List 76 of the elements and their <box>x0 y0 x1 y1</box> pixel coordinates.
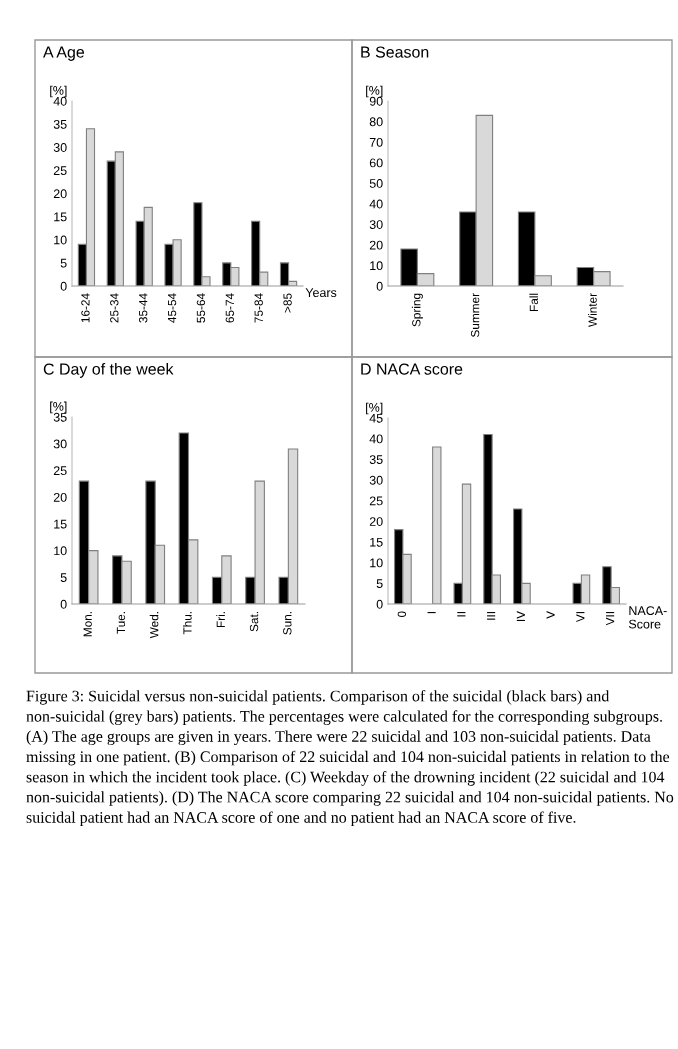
y-tick-label: 10 <box>370 558 383 568</box>
y-tick-label: 90 <box>369 96 383 106</box>
x-tick-label: 55-64 <box>196 293 206 323</box>
y-tick-label: 20 <box>53 189 67 199</box>
y-tick-label: 25 <box>369 496 383 506</box>
x-tick-label: V <box>546 611 555 619</box>
y-axis-title: [%] <box>366 85 383 98</box>
y-tick-label: 20 <box>369 240 383 250</box>
chart-title: A Age <box>43 46 85 61</box>
y-axis-title: [%] <box>50 401 67 414</box>
x-tick-label: II <box>457 612 466 617</box>
y-tick-label: 5 <box>60 258 67 268</box>
x-tick-label: Summer <box>470 293 480 338</box>
y-tick-label: 40 <box>369 199 383 209</box>
y-axis-title: [%] <box>50 85 67 98</box>
y-tick-label: 0 <box>60 599 67 609</box>
x-tick-label: Sat. <box>249 612 259 632</box>
x-tick-label: 75-84 <box>254 293 263 323</box>
x-tick-label: Spring <box>411 293 423 327</box>
y-tick-label: 15 <box>54 212 67 222</box>
y-tick-label: 20 <box>53 492 67 502</box>
x-tick-label: Tue. <box>116 612 126 634</box>
y-tick-label: 50 <box>369 179 383 188</box>
y-tick-label: 10 <box>54 546 67 556</box>
chart-title: B Season <box>361 46 429 58</box>
y-tick-label: 0 <box>376 599 383 609</box>
y-tick-label: 40 <box>53 96 67 106</box>
y-tick-label: 10 <box>370 261 383 271</box>
x-axis-title: NACA- Score <box>628 606 667 629</box>
caption: Figure 3: Suicidal versus non-suicidal patients. Comparison of the suicidal (black bars) and non-suicidal (grey bars) patients. The percentages were calculated for the corresponding subgroups. (A) The age groups are given in years. There were 22 suicidal and 103 non-suicidal patients. Data missing in one patient. (B) Comparison of 22 suicidal and 104 non-suicidal patients in relation to the season in which the incident took place. (C) Weekday of the drowning incident (22 suicidal and 104 non-suicidal patients). (D) The NACA score comparing 22 suicidal and 104 non-suicidal patients. No suicidal patient had an NACA score of one and no patient had an NACA score of five. <box>26 690 674 827</box>
y-tick-label: 80 <box>369 117 383 127</box>
y-tick-label: 70 <box>369 137 383 147</box>
x-tick-label: Wed. <box>149 612 159 639</box>
y-tick-label: 5 <box>60 573 67 582</box>
y-tick-label: 20 <box>369 517 383 526</box>
y-tick-label: 30 <box>53 439 67 449</box>
x-tick-label: Sun. <box>283 612 292 635</box>
bar <box>432 446 442 604</box>
x-tick-label: Fri. <box>216 612 225 628</box>
y-tick-label: 15 <box>54 519 67 529</box>
x-tick-label: 25-34 <box>110 293 119 323</box>
x-tick-label: IV <box>516 611 525 622</box>
y-tick-label: 45 <box>369 413 383 423</box>
y-tick-label: 30 <box>369 220 383 229</box>
y-tick-label: 35 <box>53 119 67 129</box>
y-tick-label: 25 <box>53 466 67 476</box>
y-tick-label: 5 <box>376 579 383 588</box>
y-tick-label: 30 <box>369 475 383 485</box>
x-tick-label: >85 <box>283 293 292 313</box>
x-tick-label: 35-44 <box>139 293 148 323</box>
y-tick-label: 15 <box>370 537 383 547</box>
x-axis-title: Years <box>305 288 337 298</box>
x-tick-label: Fall <box>529 293 539 311</box>
y-tick-label: 0 <box>376 281 383 291</box>
x-tick-label: Thu. <box>183 612 192 635</box>
chart-title: D NACA score <box>361 363 463 375</box>
x-tick-label: 65-74 <box>225 293 234 323</box>
y-tick-label: 0 <box>60 281 67 291</box>
x-tick-label: 45-54 <box>167 293 177 323</box>
chart-title: C Day of the week <box>43 363 174 378</box>
y-tick-label: 25 <box>53 166 67 176</box>
y-tick-label: 35 <box>369 455 383 464</box>
x-tick-label: 0 <box>397 611 407 618</box>
y-tick-label: 40 <box>369 434 383 444</box>
x-tick-label: Winter <box>588 293 597 327</box>
y-tick-label: 10 <box>54 235 67 245</box>
x-tick-label: 16-24 <box>81 293 90 323</box>
x-tick-label: III <box>487 612 496 620</box>
y-tick-label: 60 <box>369 158 383 168</box>
x-tick-label: I <box>427 612 436 614</box>
y-tick-label: 30 <box>53 143 67 152</box>
y-axis-title: [%] <box>366 402 383 415</box>
x-tick-label: Mon. <box>83 612 92 637</box>
x-tick-label: VII <box>606 612 615 626</box>
y-tick-label: 35 <box>53 412 67 422</box>
x-tick-label: VI <box>576 612 585 623</box>
